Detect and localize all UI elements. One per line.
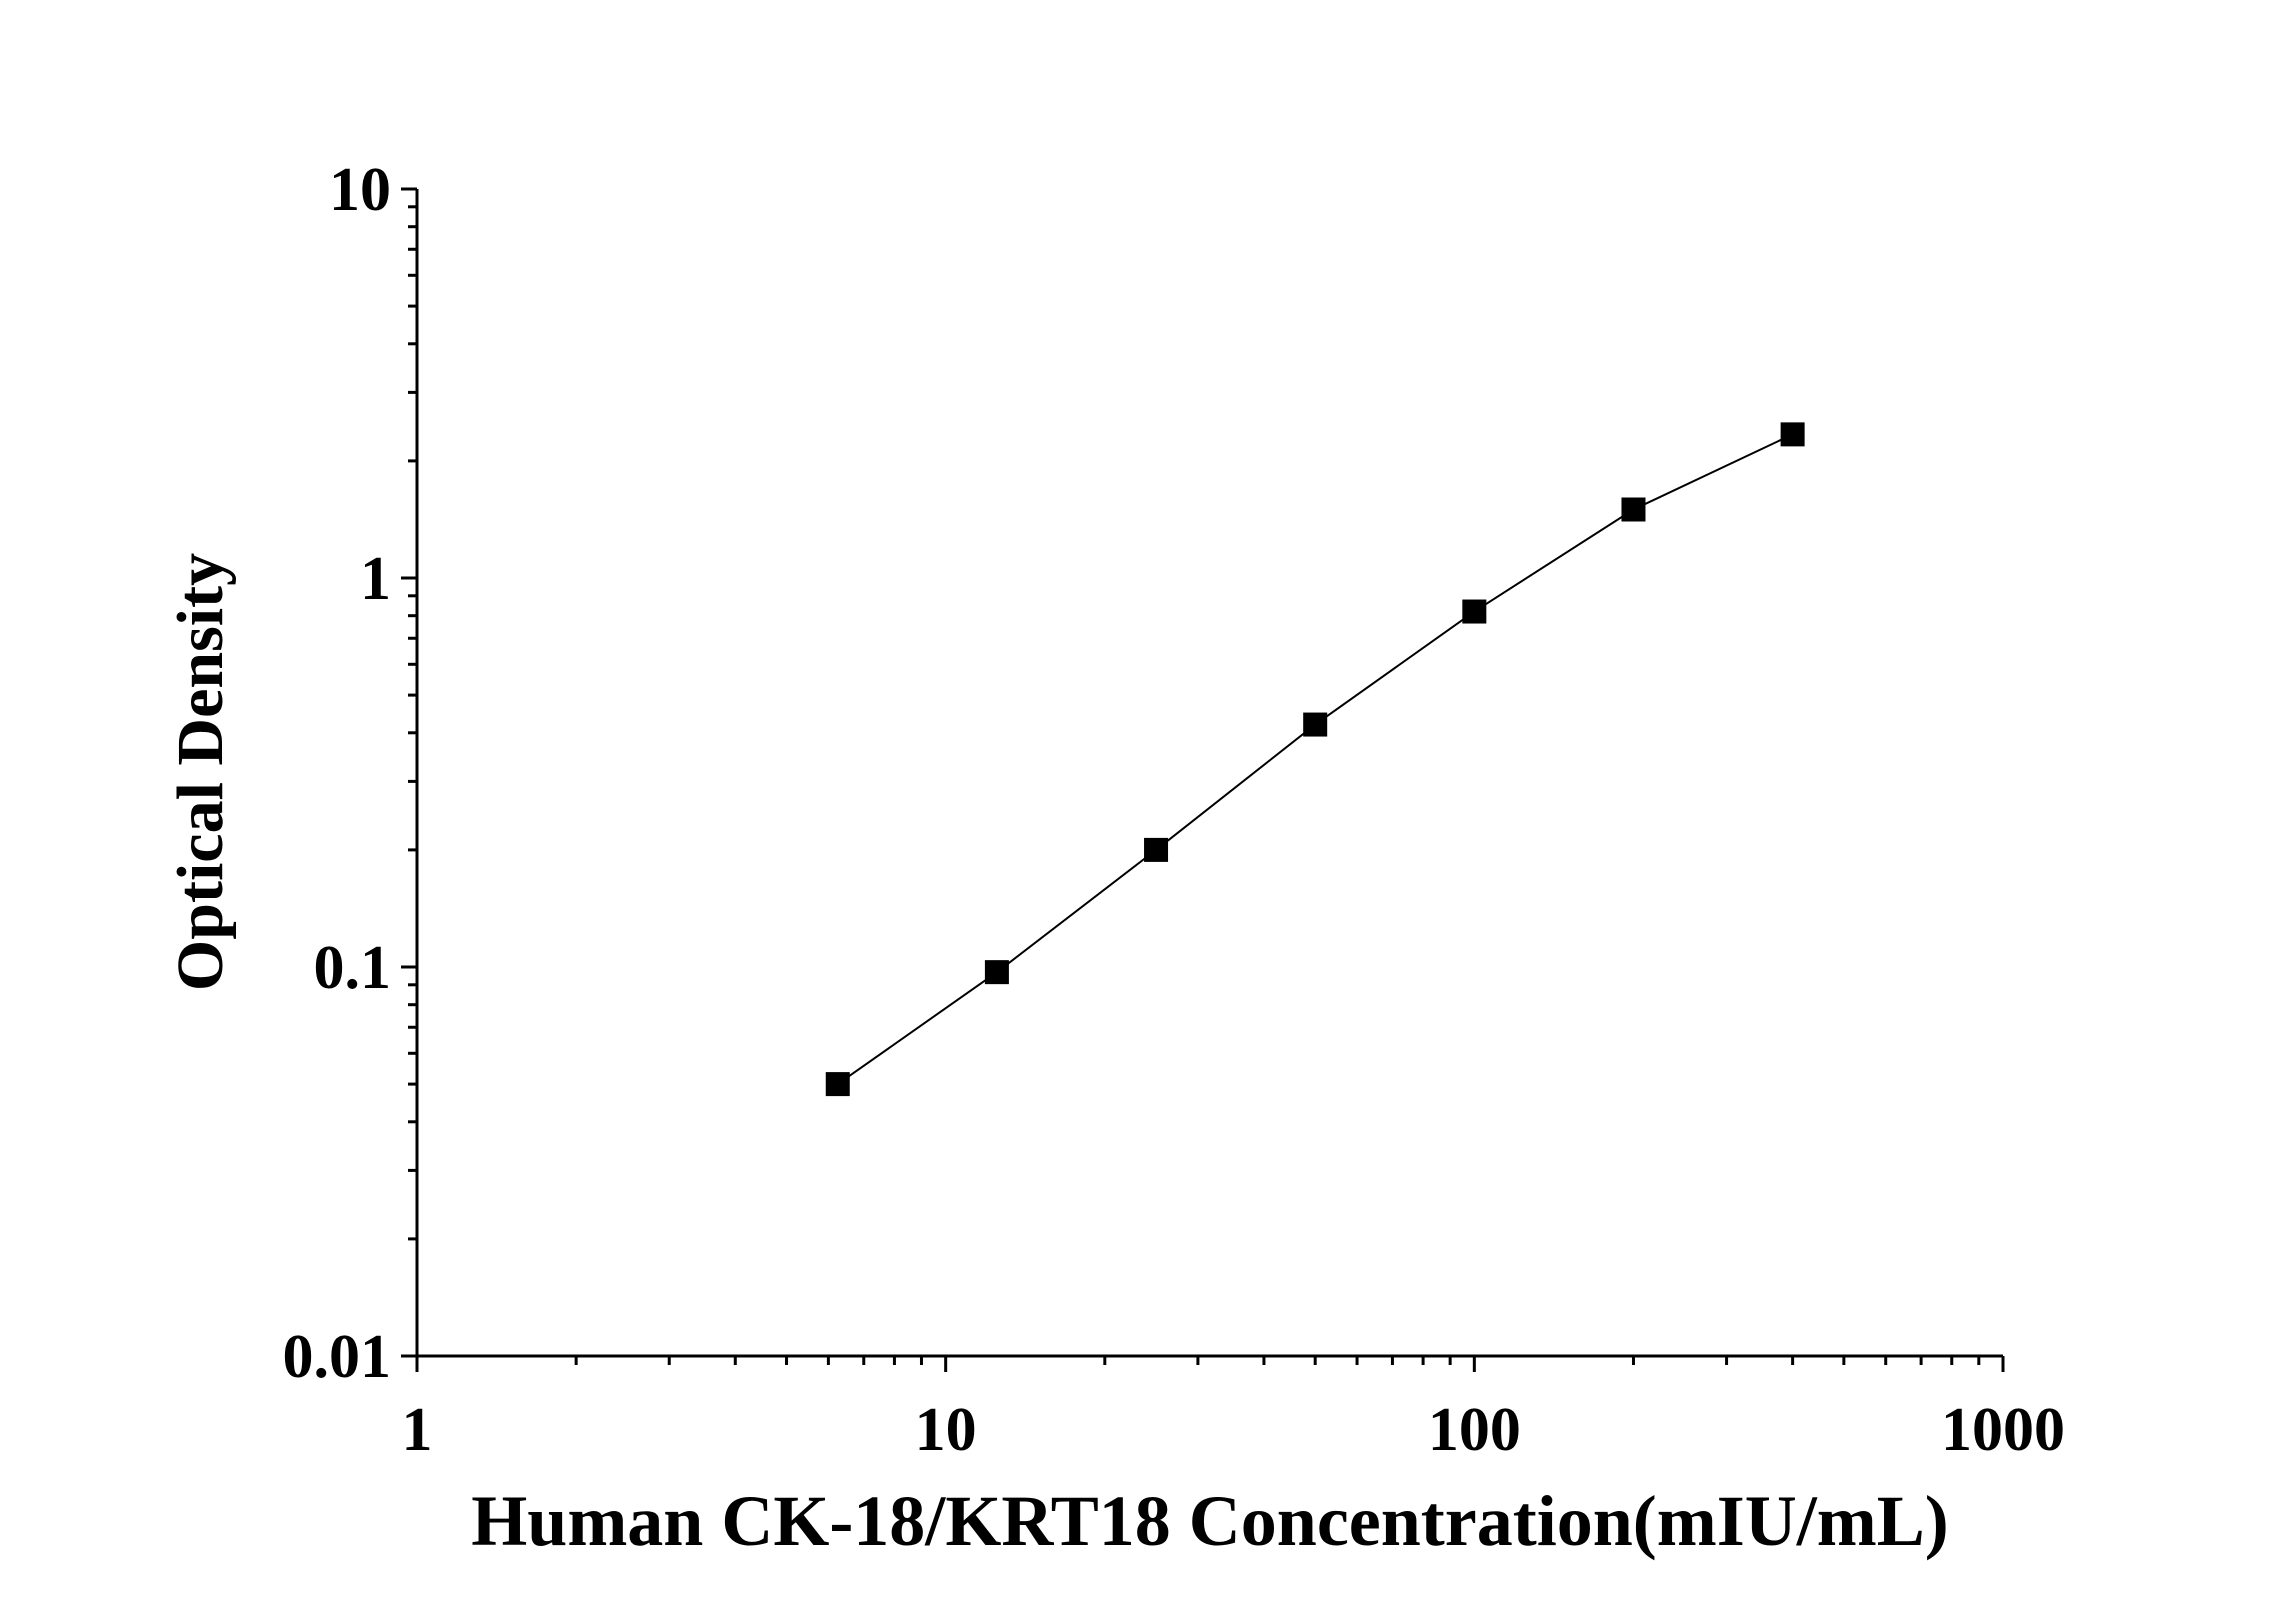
data-point — [1144, 837, 1169, 862]
x-tick-label: 100 — [1428, 1396, 1521, 1464]
x-tick-label: 1 — [402, 1396, 433, 1464]
data-point — [1462, 599, 1487, 624]
data-line — [837, 433, 1794, 1085]
y-tick-label: 0.01 — [283, 1323, 392, 1391]
data-point — [984, 960, 1009, 985]
x-tick-label: 1000 — [1941, 1396, 2065, 1464]
x-axis-title: Human CK-18/KRT18 Concentration(mIU/mL) — [471, 1481, 1948, 1561]
y-tick-label: 1 — [360, 545, 391, 613]
data-point — [1621, 497, 1646, 522]
data-point — [1303, 712, 1328, 737]
y-tick-label: 0.1 — [314, 934, 392, 1002]
y-axis-title: Optical Density — [164, 553, 237, 991]
data-point — [825, 1072, 850, 1097]
data-point — [1780, 422, 1805, 447]
y-tick-label: 10 — [329, 156, 391, 224]
x-tick-label: 10 — [915, 1396, 977, 1464]
